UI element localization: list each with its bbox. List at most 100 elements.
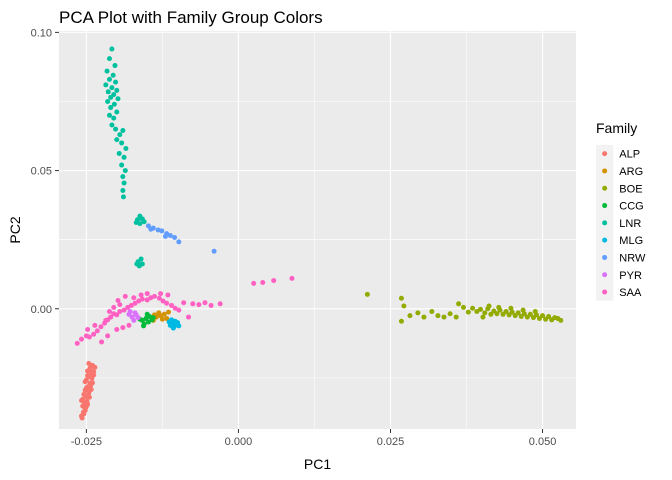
data-point-saa xyxy=(103,317,109,323)
data-point-saa xyxy=(181,300,187,306)
data-point-lnr xyxy=(108,105,114,111)
data-point-lnr xyxy=(111,115,117,121)
data-point-boe xyxy=(407,313,413,319)
legend-label-nrw: NRW xyxy=(619,252,646,264)
data-point-boe xyxy=(482,310,488,316)
x-tick-label: -0.025 xyxy=(71,436,102,448)
data-point-boe xyxy=(540,313,546,319)
data-point-saa xyxy=(164,300,170,306)
data-point-saa xyxy=(114,312,120,318)
data-point-lnr xyxy=(134,261,140,267)
data-point-saa xyxy=(111,304,117,310)
data-point-saa xyxy=(114,327,120,332)
plot-panel xyxy=(59,31,576,429)
data-point-saa xyxy=(251,280,257,286)
data-point-boe xyxy=(488,311,494,317)
data-point-boe xyxy=(435,313,441,319)
data-point-boe xyxy=(364,291,370,297)
data-point-lnr xyxy=(120,194,126,200)
data-point-saa xyxy=(99,339,105,345)
data-point-boe xyxy=(509,309,515,315)
y-tick-label: 0.10 xyxy=(31,27,52,39)
data-point-ccg xyxy=(145,319,151,325)
data-point-mlg xyxy=(170,325,176,331)
data-point-saa xyxy=(158,291,164,297)
data-point-lnr xyxy=(119,162,125,168)
data-point-ccg xyxy=(144,311,150,317)
data-point-alp xyxy=(86,389,92,395)
data-point-pyr xyxy=(135,315,141,321)
data-point-boe xyxy=(453,314,459,320)
data-point-saa xyxy=(190,301,196,307)
data-point-lnr xyxy=(112,63,118,69)
x-axis-title: PC1 xyxy=(304,456,331,472)
data-point-alp xyxy=(81,411,87,417)
data-point-boe xyxy=(447,311,453,317)
data-point-saa xyxy=(132,300,138,306)
data-point-boe xyxy=(515,310,521,316)
data-point-lnr xyxy=(106,112,112,118)
data-point-ccg xyxy=(150,315,156,321)
data-point-lnr xyxy=(108,94,114,100)
data-point-nrw xyxy=(167,233,173,239)
data-point-alp xyxy=(92,364,98,370)
data-point-saa xyxy=(128,302,134,308)
data-point-boe xyxy=(429,309,435,315)
data-point-saa xyxy=(79,336,85,342)
data-point-mlg xyxy=(176,323,182,329)
data-point-lnr xyxy=(133,220,139,226)
data-point-ccg xyxy=(141,323,147,329)
data-point-alp xyxy=(81,391,87,397)
data-point-lnr xyxy=(106,76,112,82)
data-point-boe xyxy=(460,304,466,310)
data-point-saa xyxy=(74,340,80,346)
data-point-boe xyxy=(398,318,404,324)
legend-swatch-nrw xyxy=(602,254,608,260)
data-point-saa xyxy=(85,327,91,332)
data-point-boe xyxy=(398,295,404,301)
data-point-saa xyxy=(117,302,123,308)
data-point-lnr xyxy=(120,187,126,193)
data-point-lnr xyxy=(141,219,147,225)
data-point-saa xyxy=(144,297,150,303)
legend-swatch-pyr xyxy=(602,272,608,278)
data-point-saa xyxy=(160,298,166,304)
data-point-saa xyxy=(117,309,123,315)
data-point-saa xyxy=(202,300,208,306)
data-point-boe xyxy=(520,307,526,313)
data-point-boe xyxy=(470,305,476,311)
data-point-saa xyxy=(217,301,223,307)
data-point-lnr xyxy=(114,87,120,93)
legend-label-mlg: MLG xyxy=(619,235,643,247)
data-point-saa xyxy=(271,278,277,284)
y-axis: 0.00 0.05 0.10 xyxy=(31,27,59,316)
data-point-alp xyxy=(89,375,95,381)
chart-title: PCA Plot with Family Group Colors xyxy=(59,8,323,27)
data-point-saa xyxy=(108,314,114,320)
x-tick-label: 0.000 xyxy=(225,436,253,448)
x-axis: -0.025 0.000 0.025 0.050 xyxy=(71,429,556,448)
data-point-saa xyxy=(156,295,162,301)
data-point-boe xyxy=(532,309,538,315)
data-point-boe xyxy=(478,306,484,312)
data-point-arg xyxy=(165,309,171,315)
data-point-saa xyxy=(176,307,182,313)
data-point-saa xyxy=(126,322,132,328)
data-point-boe xyxy=(401,303,407,309)
data-point-lnr xyxy=(109,85,115,91)
data-point-nrw xyxy=(162,233,168,239)
data-point-saa xyxy=(169,302,175,308)
data-point-saa xyxy=(121,307,127,313)
data-point-arg xyxy=(164,315,170,321)
data-point-alp xyxy=(83,385,89,391)
data-point-saa xyxy=(91,331,97,337)
y-tick-label: 0.05 xyxy=(31,166,52,178)
data-point-lnr xyxy=(109,46,115,52)
data-point-lnr xyxy=(120,174,126,180)
data-point-boe xyxy=(480,314,486,320)
data-point-pyr xyxy=(131,317,137,323)
minor-gridlines xyxy=(59,31,576,429)
data-point-lnr xyxy=(119,140,125,146)
data-point-saa xyxy=(120,325,126,331)
